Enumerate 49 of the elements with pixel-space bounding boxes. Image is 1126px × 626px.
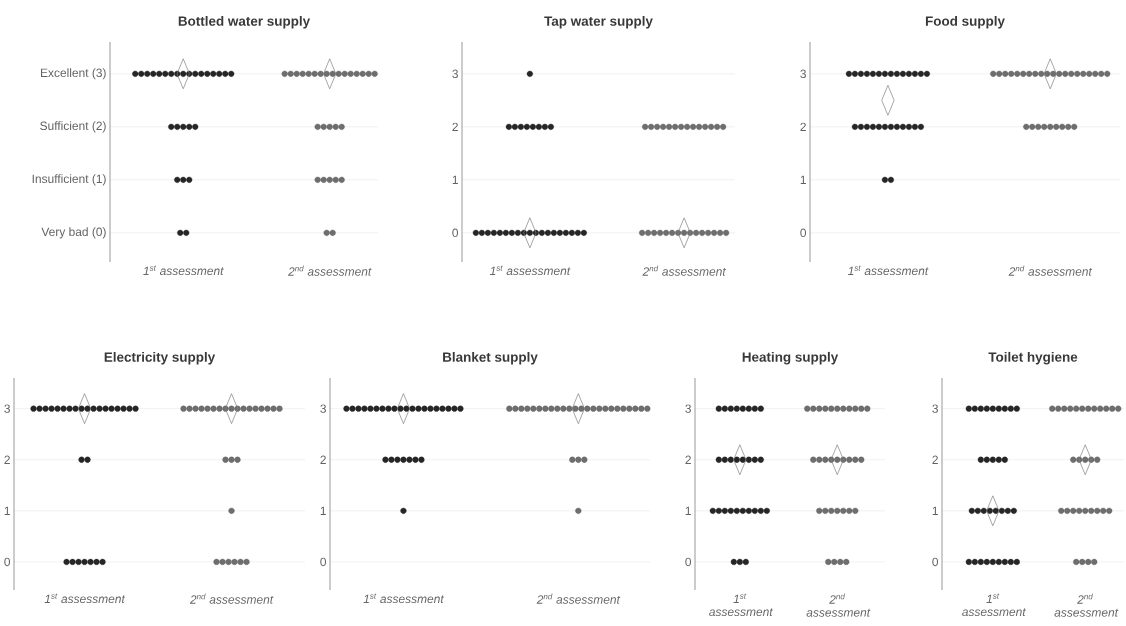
y-tick-label: Excellent (3) — [41, 68, 106, 80]
y-tick-label: 0 — [685, 557, 692, 567]
x-tick-label: 2$^{nd}$ assessment — [806, 593, 871, 617]
y-tick-label: 3 — [932, 404, 938, 413]
y-tick-label: 0 — [932, 557, 939, 567]
x-tick-label: 1$^{st}$ assessment — [143, 265, 224, 276]
y-tick-label: Sufficient (2) — [40, 121, 106, 133]
y-tick-label: 1 — [685, 506, 691, 515]
chart-title: Tap water supply — [544, 15, 653, 29]
y-tick-label: 1 — [800, 175, 806, 184]
y-tick-label: 3 — [800, 69, 806, 79]
chart-title: Bottled water supply — [178, 15, 311, 29]
y-tick-label: 2 — [452, 122, 458, 131]
x-tick-label: 2$^{nd}$ assessment — [189, 593, 274, 604]
x-tick-label: 1$^{st}$ assessment — [489, 265, 571, 276]
x-tick-label: 1$^{st}$ assessment — [363, 593, 445, 604]
x-tick-label: 1$^{st}$ assessment — [962, 593, 1027, 617]
y-tick-label: 1 — [932, 506, 938, 515]
x-tick-label: 1$^{st}$ assessment — [848, 265, 929, 276]
x-tick-label: 2$^{nd}$ assessment — [1008, 265, 1093, 276]
x-tick-label: 1$^{st}$ assessment — [709, 593, 774, 617]
chart-title: Toilet hygiene — [988, 351, 1078, 365]
y-tick-label: 2 — [800, 122, 806, 131]
y-tick-label: 3 — [685, 404, 691, 413]
y-tick-label: 0 — [320, 557, 327, 567]
y-tick-label: 0 — [452, 228, 459, 238]
x-tick-label: 1$^{st}$ assessment — [44, 593, 126, 604]
x-tick-label: 2$^{nd}$ assessment — [1054, 593, 1119, 617]
chart-title: Heating supply — [742, 351, 839, 365]
y-tick-label: 2 — [932, 455, 938, 464]
y-tick-label: 1 — [320, 506, 326, 515]
y-tick-label: 0 — [4, 557, 11, 567]
chart-title: Electricity supply — [104, 351, 216, 365]
y-tick-label: 1 — [452, 175, 458, 184]
y-tick-label: Insufficient (1) — [32, 174, 106, 186]
y-tick-label: 1 — [4, 506, 10, 515]
y-tick-label: 3 — [320, 404, 326, 413]
chart-title: Blanket supply — [443, 351, 538, 365]
y-tick-label: 2 — [320, 455, 326, 464]
y-tick-label: 3 — [452, 69, 458, 79]
y-tick-label: 3 — [4, 404, 10, 413]
x-tick-label: 2$^{nd}$ assessment — [536, 593, 621, 604]
y-tick-label: 2 — [4, 455, 10, 464]
y-tick-label: Very bad (0) — [41, 227, 106, 239]
x-tick-label: 2$^{nd}$ assessment — [642, 265, 727, 276]
y-tick-label: 0 — [800, 228, 807, 238]
x-tick-label: 2$^{nd}$ assessment — [288, 265, 372, 276]
chart-title: Food supply — [925, 15, 1005, 29]
y-tick-label: 2 — [685, 455, 691, 464]
